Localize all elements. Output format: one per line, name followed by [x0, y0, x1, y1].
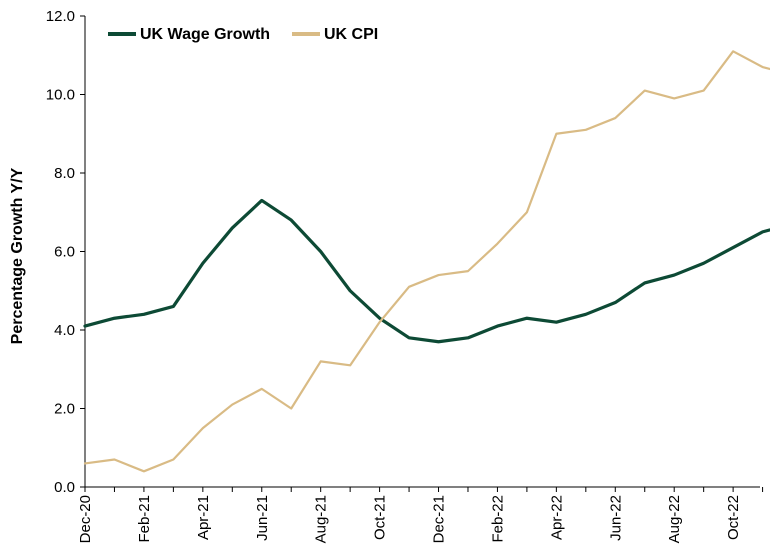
x-tick-label: Jun-22 [607, 495, 624, 541]
series-layer [83, 50, 770, 473]
x-tick-label: Dec-20 [77, 495, 94, 543]
x-tick-label: Jun-21 [254, 495, 271, 541]
x-tick-label: Oct-22 [725, 495, 742, 540]
y-tick-label: 2.0 [54, 401, 75, 418]
legend-label-wage: UK Wage Growth [140, 26, 270, 43]
legend-label-cpi: UK CPI [324, 26, 378, 43]
x-tick-label: Aug-22 [666, 495, 683, 543]
x-tick-label: Feb-21 [136, 495, 153, 543]
y-tick-label: 8.0 [54, 165, 75, 182]
x-tick-label: Oct-21 [372, 495, 389, 540]
x-tick-label: Aug-21 [313, 495, 330, 543]
series-line-uk-cpi [83, 50, 770, 473]
y-tick-label: 6.0 [54, 244, 75, 261]
x-axis: Dec-20 Feb-21 Apr-21 Jun-21 Aug-21 Oct-21 Dec-… [77, 486, 764, 543]
y-axis: 0.0 2.0 4.0 6.0 8.0 10.0 12.0 [46, 8, 86, 496]
y-tick-label: 0.0 [54, 479, 75, 496]
y-tick-label: 4.0 [54, 322, 75, 339]
y-tick-label: 10.0 [46, 87, 75, 104]
x-tick-label: Feb-22 [489, 495, 506, 543]
x-tick-label: Apr-22 [548, 495, 565, 540]
y-tick-label: 12.0 [46, 8, 75, 25]
legend: UK Wage Growth UK CPI [108, 26, 378, 43]
x-tick-label: Dec-21 [431, 495, 448, 543]
series-line-uk-wage-growth [83, 198, 770, 344]
x-tick-label: Apr-21 [195, 495, 212, 540]
y-axis-title: Percentage Growth Y/Y [9, 167, 26, 344]
